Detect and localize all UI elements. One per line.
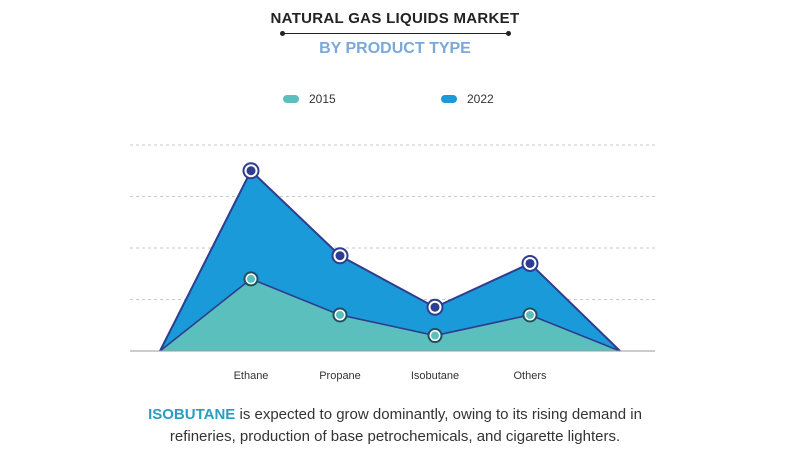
- marker-2015-core-isobutane: [431, 331, 439, 340]
- legend-swatch-2015: [283, 95, 299, 103]
- chart-subtitle: BY PRODUCT TYPE: [319, 40, 471, 57]
- legend-item-2022: 2022: [441, 92, 494, 106]
- marker-2015-core-propane: [336, 310, 344, 319]
- caption-highlight: ISOBUTANE: [148, 406, 236, 423]
- x-tick-label-isobutane: Isobutane: [411, 370, 459, 382]
- chart-title: NATURAL GAS LIQUIDS MARKET: [270, 10, 520, 27]
- marker-2015-core-others: [526, 310, 534, 319]
- caption-line-2: refineries, production of base petrochem…: [169, 428, 621, 445]
- legend-label-2022: 2022: [467, 92, 494, 106]
- caption-line-1-text: is expected to grow dominantly, owing to…: [235, 406, 642, 423]
- marker-2022-core-isobutane: [430, 302, 440, 312]
- area-series-2015: [160, 278, 620, 351]
- divider-dot-left: [280, 31, 285, 36]
- x-tick-label-others: Others: [513, 370, 547, 382]
- line-series-2022: [159, 169, 621, 352]
- title-divider: [282, 33, 508, 34]
- x-tick-label-ethane: Ethane: [234, 370, 269, 382]
- chart-caption: ISOBUTANE is expected to grow dominantly…: [0, 404, 790, 448]
- area-chart: Ethane Propane Isobutane Others: [130, 144, 655, 382]
- legend-label-2015: 2015: [309, 92, 336, 106]
- marker-2022-core-others: [525, 258, 535, 268]
- marker-2022-core-propane: [335, 251, 345, 261]
- legend-item-2015: 2015: [283, 92, 336, 106]
- caption-line-1: ISOBUTANE is expected to grow dominantly…: [0, 404, 790, 426]
- marker-2022-core-ethane: [246, 166, 256, 176]
- legend-swatch-2022: [441, 95, 457, 103]
- x-tick-label-propane: Propane: [319, 370, 361, 382]
- line-series-2015: [159, 278, 621, 352]
- marker-2015-core-ethane: [247, 274, 255, 283]
- divider-dot-right: [506, 31, 511, 36]
